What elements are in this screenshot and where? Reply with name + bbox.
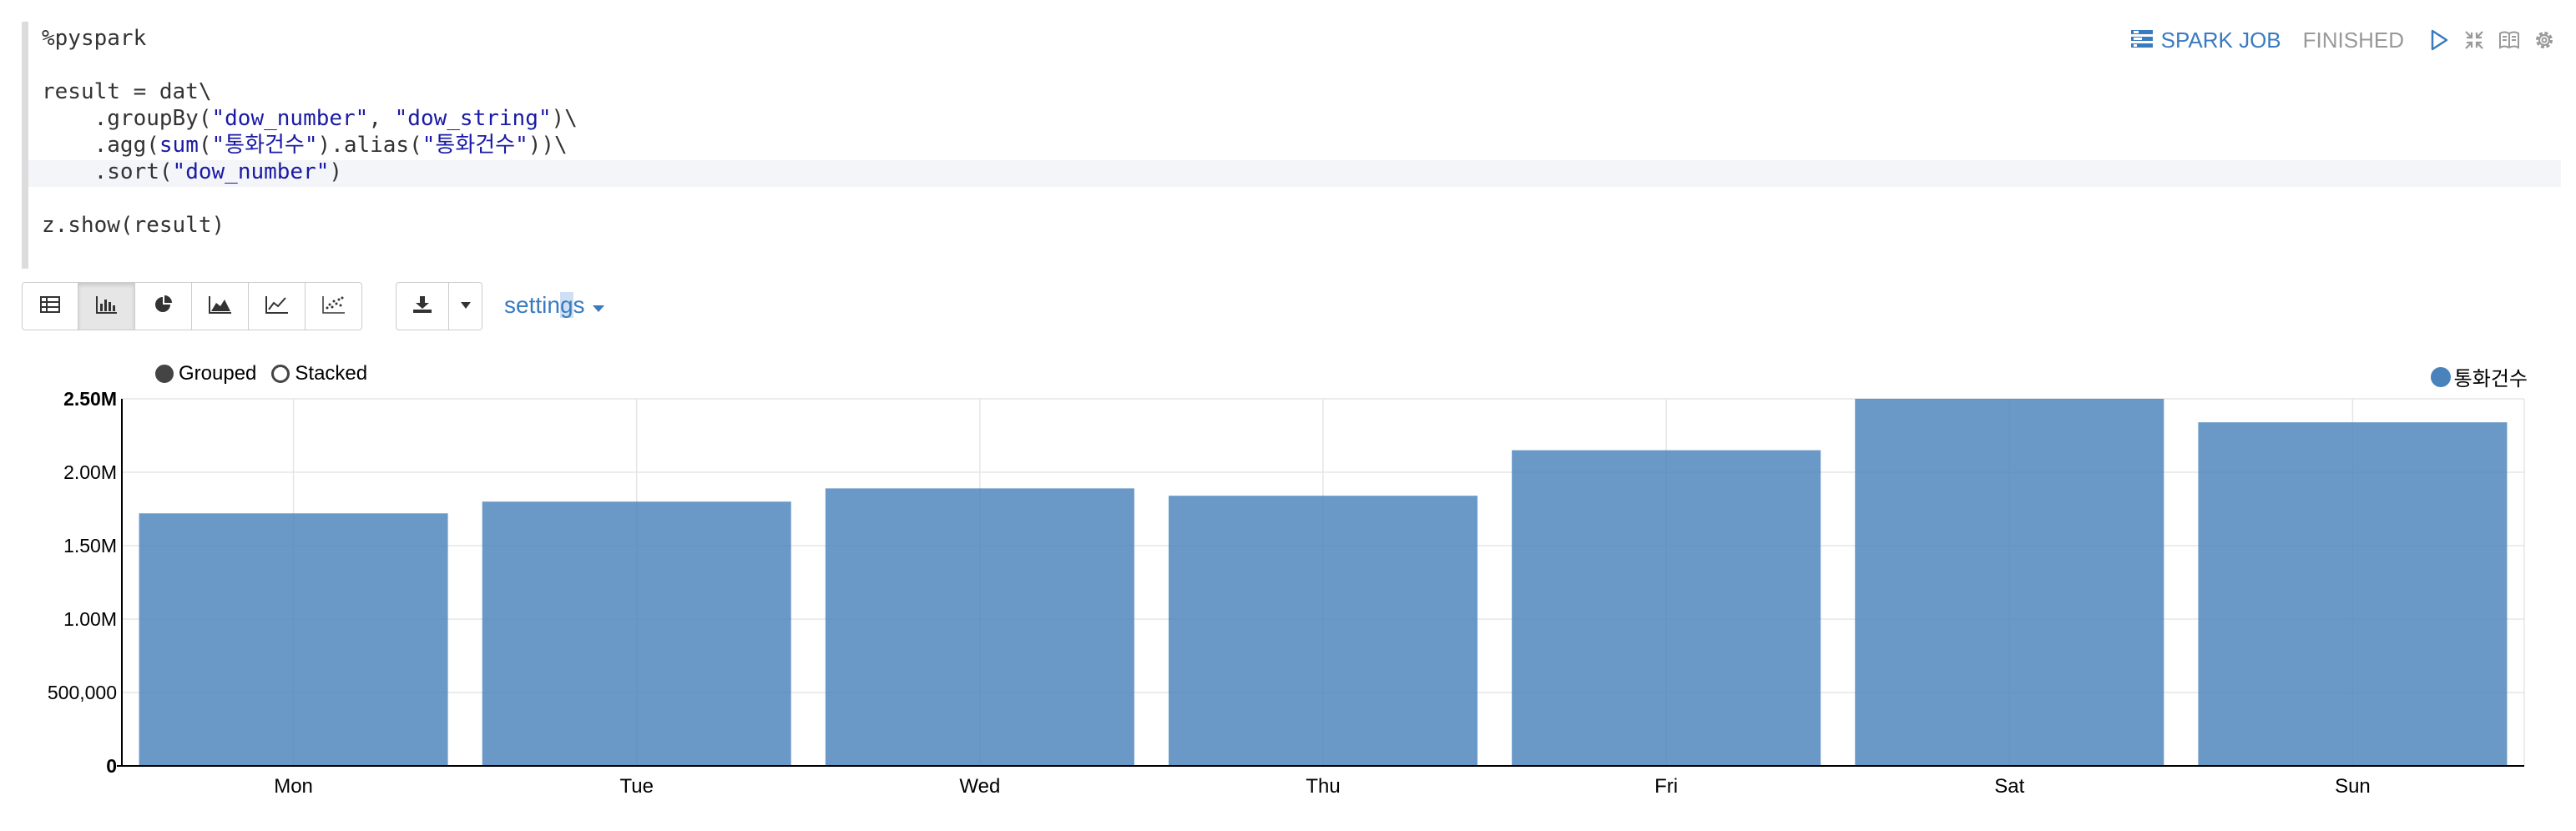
axes: 0 500,000 1.00M 1.50M 2.00M 2.50M Mon Tue Wed Thu… — [48, 388, 2524, 798]
caret-down-icon — [460, 299, 472, 314]
book-icon[interactable] — [2498, 28, 2521, 52]
settings-label: settings — [504, 292, 585, 318]
chart-legend: 통화건수 — [2430, 362, 2528, 391]
code-line: %pyspark — [42, 26, 147, 51]
bars — [139, 399, 2508, 766]
y-tick-label: 2.50M — [63, 388, 117, 410]
line-chart-icon — [265, 295, 289, 318]
settings-toggle[interactable]: settings — [504, 292, 605, 319]
area-chart-icon — [208, 295, 232, 318]
scatter-chart-view-button[interactable] — [306, 282, 362, 330]
bar-mon[interactable] — [139, 513, 448, 766]
scatter-chart-icon — [321, 295, 346, 318]
legend-swatch[interactable] — [2430, 366, 2451, 387]
area-chart-view-button[interactable] — [192, 282, 249, 330]
bar-chart-view-button[interactable] — [78, 282, 135, 330]
y-tick-label: 1.50M — [63, 535, 117, 557]
tasks-icon — [2130, 28, 2153, 53]
pie-chart-view-button[interactable] — [135, 282, 192, 330]
x-tick-label: Sat — [1994, 775, 2024, 798]
expand-icon[interactable] — [2462, 28, 2486, 52]
stacked-label: Stacked — [295, 362, 368, 385]
grouped-label: Grouped — [179, 362, 257, 385]
code-line: .sort("dow_number") — [42, 159, 343, 184]
bar-thu[interactable] — [1168, 496, 1478, 766]
legend-label: 통화건수 — [2453, 368, 2528, 390]
pie-chart-icon — [154, 295, 174, 319]
y-tick-label: 1.00M — [63, 608, 117, 630]
caret-down-icon — [592, 292, 605, 319]
stacked-radio[interactable] — [271, 365, 290, 383]
spark-job-link[interactable]: SPARK JOB — [2130, 27, 2281, 53]
download-button[interactable] — [396, 282, 449, 330]
bar-sat[interactable] — [1855, 399, 2164, 766]
visualization-toolbar — [22, 282, 362, 332]
bar-sun[interactable] — [2198, 422, 2508, 766]
y-tick-label: 2.00M — [63, 461, 117, 483]
x-tick-label: Tue — [619, 775, 653, 798]
status-label: FINISHED — [2302, 27, 2404, 53]
bar-chart: 0 500,000 1.00M 1.50M 2.00M 2.50M Mon Tue Wed Thu… — [48, 388, 2525, 798]
grouped-radio[interactable] — [155, 365, 174, 383]
paragraph-controls: SPARK JOB FINISHED — [2130, 23, 2556, 57]
x-tick-label: Thu — [1306, 775, 1340, 798]
y-tick-label: 500,000 — [48, 682, 117, 703]
download-options-toggle[interactable] — [449, 282, 482, 330]
gear-icon[interactable] — [2533, 28, 2556, 52]
x-tick-label: Wed — [959, 775, 1000, 798]
x-tick-label: Sun — [2335, 775, 2371, 798]
bar-chart-icon — [95, 295, 118, 318]
code-line: z.show(result) — [42, 213, 225, 238]
y-tick-label: 0 — [106, 755, 117, 777]
spark-job-label: SPARK JOB — [2160, 27, 2281, 53]
code-line: result = dat\ — [42, 79, 212, 104]
bar-fri[interactable] — [1512, 450, 1821, 766]
bar-wed[interactable] — [825, 488, 1134, 766]
download-button-group — [396, 282, 482, 330]
table-view-button[interactable] — [22, 282, 78, 330]
x-tick-label: Fri — [1654, 775, 1678, 798]
play-icon[interactable] — [2427, 28, 2451, 52]
line-chart-view-button[interactable] — [249, 282, 306, 330]
download-icon — [412, 295, 432, 318]
bar-tue[interactable] — [482, 501, 791, 766]
active-line-highlight — [28, 160, 2561, 187]
code-line: .groupBy("dow_number", "dow_string")\ — [42, 106, 578, 131]
chart-mode-controls: Grouped Stacked — [155, 362, 367, 385]
code-editor[interactable]: %pyspark result = dat\ .groupBy("dow_num… — [22, 22, 2561, 269]
x-tick-label: Mon — [274, 775, 313, 798]
code-line: .agg(sum("통화건수").alias("통화건수"))\ — [42, 133, 568, 158]
table-icon — [40, 295, 60, 317]
